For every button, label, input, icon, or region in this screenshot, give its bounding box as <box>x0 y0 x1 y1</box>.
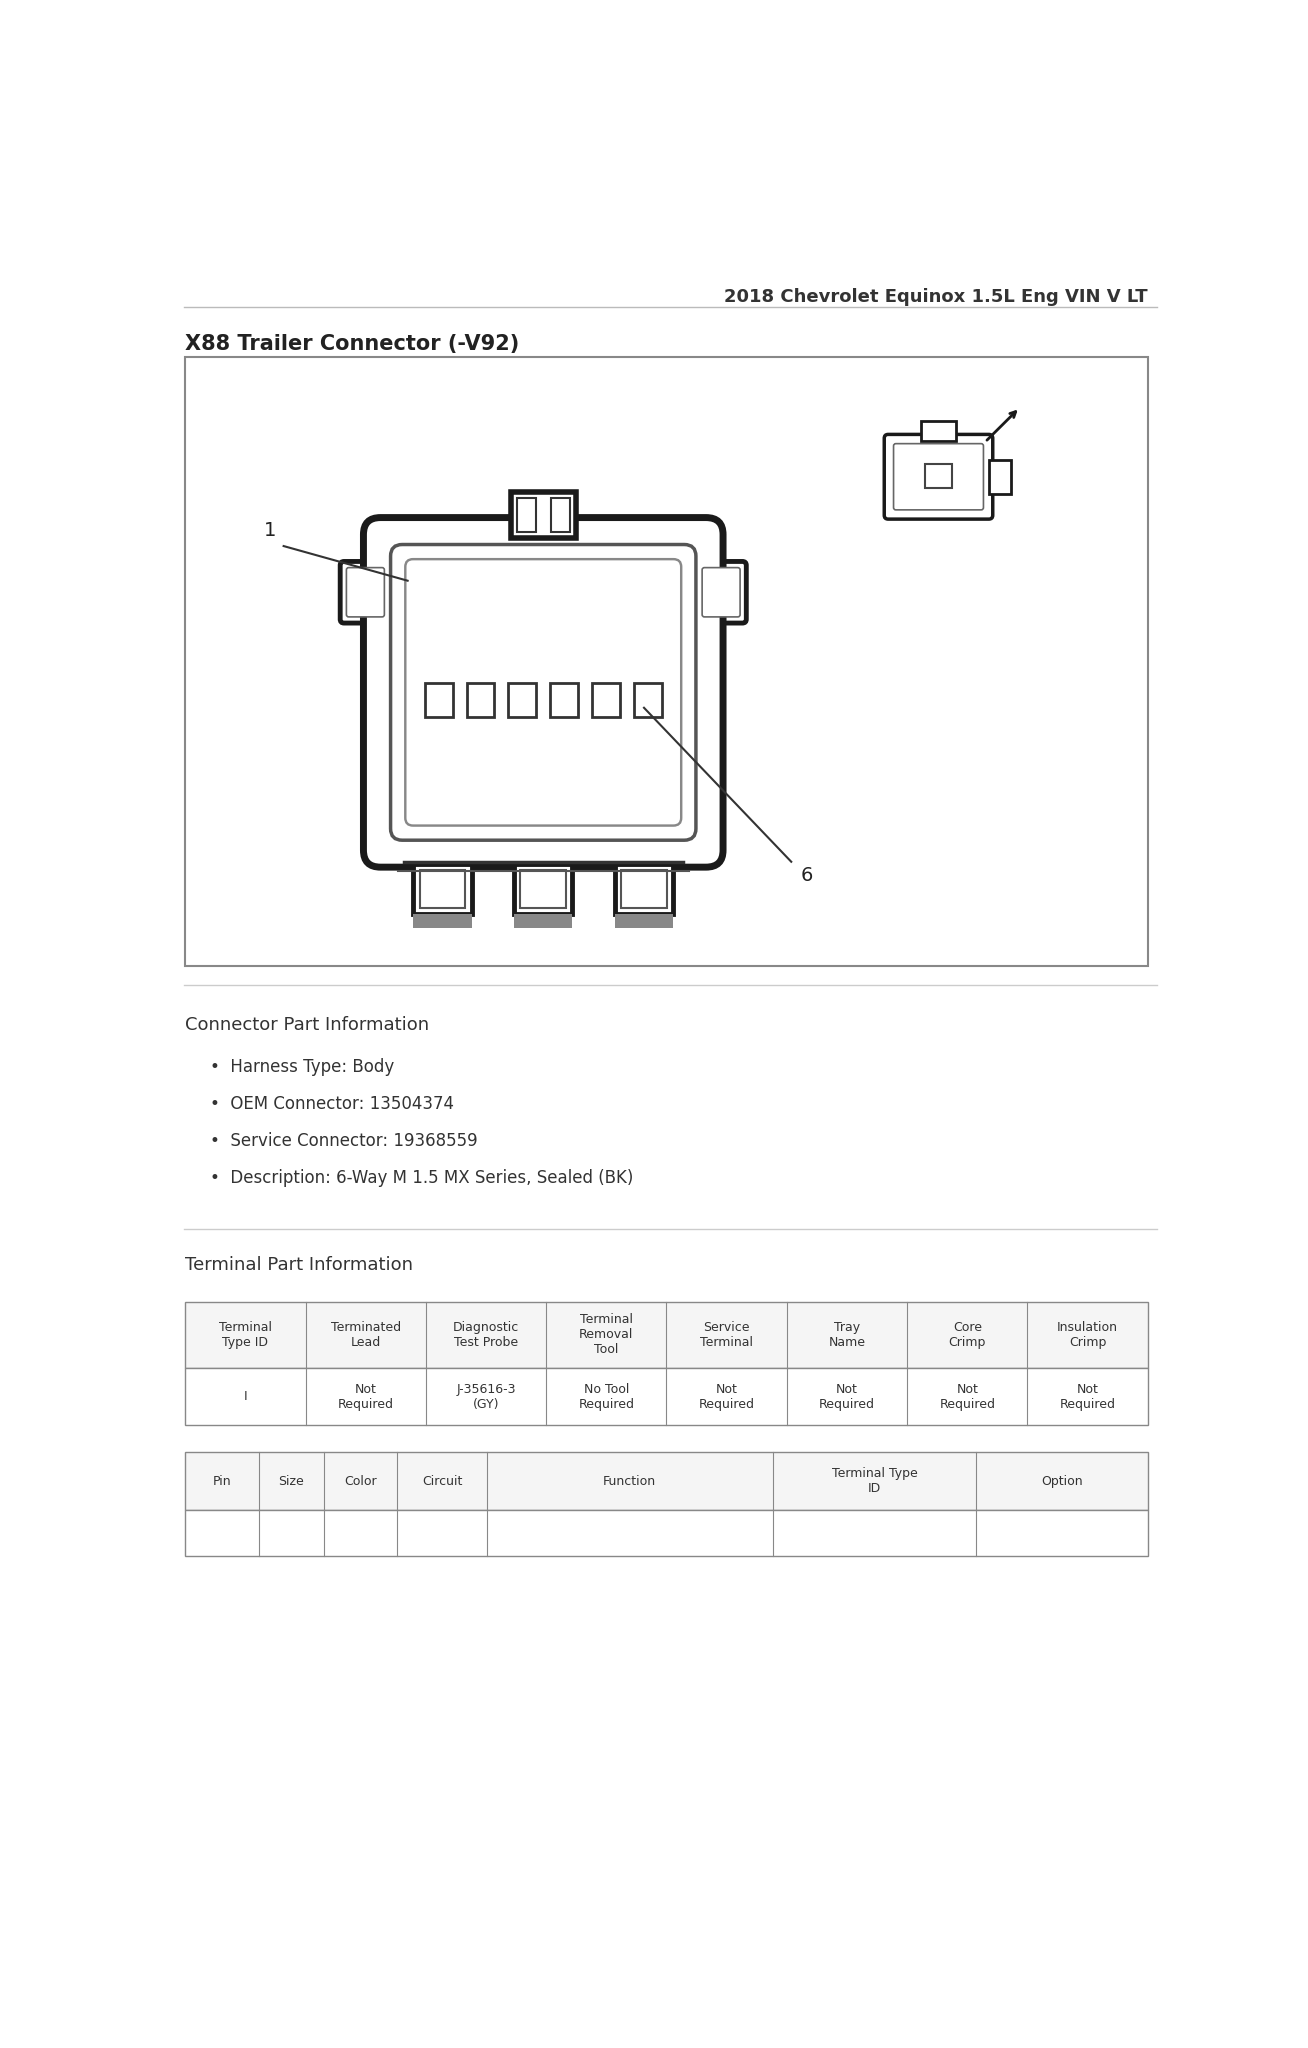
Bar <box>413 913 472 928</box>
Bar <box>551 498 569 532</box>
Bar <box>621 870 667 907</box>
Text: Terminated
Lead: Terminated Lead <box>331 1321 400 1350</box>
Text: •  Harness Type: Body: • Harness Type: Body <box>211 1059 394 1075</box>
Text: 1: 1 <box>263 520 276 541</box>
Text: •  OEM Connector: 13504374: • OEM Connector: 13504374 <box>211 1096 454 1112</box>
Text: Insulation
Crimp: Insulation Crimp <box>1057 1321 1118 1350</box>
Bar <box>989 461 1011 494</box>
FancyBboxPatch shape <box>405 559 681 825</box>
Text: Connector Part Information: Connector Part Information <box>186 1016 429 1034</box>
Text: No Tool
Required: No Tool Required <box>578 1382 634 1411</box>
Text: Service
Terminal: Service Terminal <box>700 1321 753 1350</box>
Text: Not
Required: Not Required <box>939 1382 995 1411</box>
Bar <box>593 684 620 717</box>
Text: Diagnostic
Test Probe: Diagnostic Test Probe <box>453 1321 519 1350</box>
Bar <box>925 465 952 487</box>
Text: Not
Required: Not Required <box>337 1382 394 1411</box>
Text: Terminal Part Information: Terminal Part Information <box>186 1255 413 1274</box>
Text: Not
Required: Not Required <box>698 1382 755 1411</box>
Text: Size: Size <box>279 1475 305 1487</box>
FancyBboxPatch shape <box>696 561 747 623</box>
Text: Core
Crimp: Core Crimp <box>948 1321 986 1350</box>
FancyBboxPatch shape <box>340 561 391 623</box>
Bar <box>186 1303 1147 1368</box>
Text: I: I <box>243 1391 247 1403</box>
Bar <box>186 1509 1147 1556</box>
Bar <box>186 1368 1147 1425</box>
FancyBboxPatch shape <box>347 567 385 616</box>
Bar <box>521 870 566 907</box>
Text: •  Service Connector: 19368559: • Service Connector: 19368559 <box>211 1133 477 1151</box>
Text: •  Description: 6-Way M 1.5 MX Series, Sealed (BK): • Description: 6-Way M 1.5 MX Series, Se… <box>211 1169 633 1188</box>
Bar <box>425 684 453 717</box>
Bar <box>921 422 956 440</box>
Bar <box>517 498 535 532</box>
Text: Function: Function <box>603 1475 657 1487</box>
Text: Option: Option <box>1041 1475 1083 1487</box>
FancyBboxPatch shape <box>884 434 993 518</box>
Text: Terminal
Removal
Tool: Terminal Removal Tool <box>579 1313 633 1356</box>
Bar <box>514 864 573 913</box>
Bar <box>467 684 494 717</box>
Bar <box>551 684 578 717</box>
Bar <box>615 913 674 928</box>
Bar <box>420 870 466 907</box>
Text: Pin: Pin <box>213 1475 232 1487</box>
Bar <box>514 913 573 928</box>
Bar <box>186 358 1147 967</box>
FancyBboxPatch shape <box>893 444 984 510</box>
FancyBboxPatch shape <box>391 545 696 840</box>
Bar <box>186 1452 1147 1509</box>
FancyBboxPatch shape <box>364 518 723 866</box>
FancyBboxPatch shape <box>702 567 740 616</box>
Bar <box>615 864 674 913</box>
Text: Not
Required: Not Required <box>1059 1382 1116 1411</box>
Text: Tray
Name: Tray Name <box>828 1321 866 1350</box>
Text: Terminal
Type ID: Terminal Type ID <box>218 1321 272 1350</box>
Bar <box>634 684 662 717</box>
Text: Not
Required: Not Required <box>819 1382 875 1411</box>
Text: Terminal Type
ID: Terminal Type ID <box>832 1466 917 1495</box>
Bar <box>413 864 472 913</box>
Text: Color: Color <box>344 1475 377 1487</box>
Text: Circuit: Circuit <box>422 1475 462 1487</box>
Bar <box>509 684 536 717</box>
Text: 6: 6 <box>800 866 814 885</box>
Bar <box>510 492 576 539</box>
Text: J-35616-3
(GY): J-35616-3 (GY) <box>456 1382 515 1411</box>
Text: X88 Trailer Connector (-V92): X88 Trailer Connector (-V92) <box>186 334 519 354</box>
Text: 2018 Chevrolet Equinox 1.5L Eng VIN V LT: 2018 Chevrolet Equinox 1.5L Eng VIN V LT <box>725 289 1147 305</box>
